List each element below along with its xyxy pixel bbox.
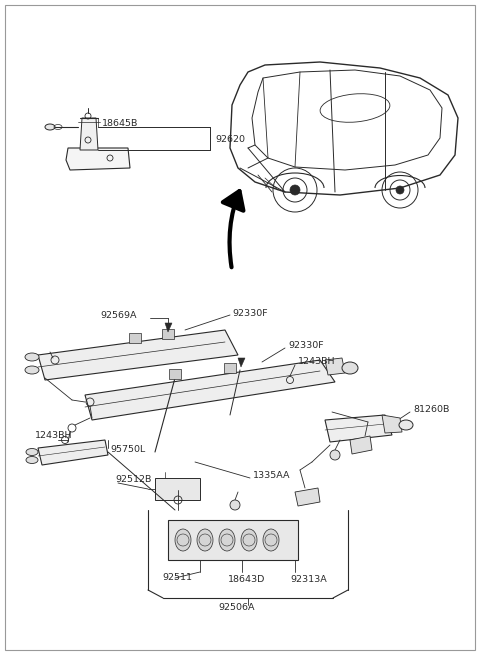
Polygon shape	[80, 118, 98, 150]
Polygon shape	[38, 330, 238, 380]
Text: 18645B: 18645B	[102, 119, 138, 128]
Ellipse shape	[241, 529, 257, 551]
Text: 92512B: 92512B	[115, 476, 151, 485]
Bar	[224, 363, 236, 373]
Ellipse shape	[263, 529, 279, 551]
Text: 92511: 92511	[162, 574, 192, 582]
Text: 81260B: 81260B	[413, 405, 449, 415]
Circle shape	[396, 186, 404, 194]
Ellipse shape	[342, 362, 358, 374]
Polygon shape	[350, 436, 372, 454]
Polygon shape	[38, 440, 108, 465]
Polygon shape	[238, 358, 245, 367]
Ellipse shape	[219, 529, 235, 551]
Polygon shape	[85, 360, 335, 420]
Polygon shape	[165, 323, 172, 332]
Ellipse shape	[175, 529, 191, 551]
Bar	[155, 478, 200, 500]
Text: 92506A: 92506A	[218, 603, 254, 612]
Polygon shape	[66, 148, 130, 170]
Text: 92313A: 92313A	[290, 576, 327, 584]
Text: 95750L: 95750L	[110, 445, 145, 455]
FancyArrowPatch shape	[223, 191, 243, 267]
Bar	[168, 520, 298, 560]
Text: 92620: 92620	[215, 136, 245, 145]
Circle shape	[330, 450, 340, 460]
Ellipse shape	[45, 124, 55, 130]
Bar	[129, 333, 141, 343]
Text: 18643D: 18643D	[228, 576, 265, 584]
Text: 92330F: 92330F	[288, 341, 324, 350]
Text: 1243BH: 1243BH	[35, 430, 72, 440]
Circle shape	[230, 500, 240, 510]
Text: 1335AA: 1335AA	[253, 472, 290, 481]
Ellipse shape	[26, 449, 38, 455]
Polygon shape	[325, 415, 392, 442]
Ellipse shape	[197, 529, 213, 551]
Text: 1243BH: 1243BH	[298, 358, 336, 367]
Ellipse shape	[26, 457, 38, 464]
Circle shape	[290, 185, 300, 195]
Bar	[162, 329, 174, 339]
Text: 92569A: 92569A	[100, 310, 136, 320]
Text: 92330F: 92330F	[232, 309, 268, 318]
Polygon shape	[295, 488, 320, 506]
Ellipse shape	[25, 366, 39, 374]
Polygon shape	[325, 358, 345, 375]
Ellipse shape	[399, 420, 413, 430]
Ellipse shape	[25, 353, 39, 361]
Polygon shape	[382, 415, 402, 433]
Bar	[169, 369, 181, 379]
